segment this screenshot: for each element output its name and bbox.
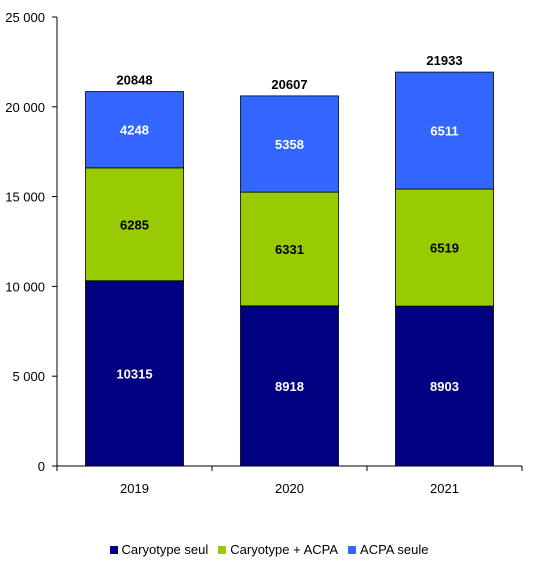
legend-swatch-caryotype-acpa	[218, 545, 227, 554]
bar-segment-2	[395, 188, 494, 307]
plot-area: 0 5 000 10 000 15 000 20 000 25 000 10315 6285 4…	[5, 10, 523, 496]
data-label: 6519	[430, 241, 459, 256]
bar-segment-3	[240, 95, 339, 193]
total-label: 21933	[426, 53, 462, 68]
data-label: 6285	[120, 217, 149, 232]
total-label: 20607	[271, 77, 307, 92]
data-label: 8903	[430, 379, 459, 394]
bar-segment-1	[395, 305, 494, 467]
x-tick-label: 2020	[275, 481, 304, 496]
x-tick-label: 2019	[120, 481, 149, 496]
data-label: 4248	[120, 123, 149, 138]
y-tick-label: 20 000	[5, 100, 45, 115]
data-label: 10315	[116, 366, 152, 381]
legend-item-caryotype-acpa: Caryotype + ACPA	[218, 542, 338, 557]
y-tick-label: 25 000	[5, 10, 45, 25]
y-tick-label: 15 000	[5, 190, 45, 205]
legend-swatch-acpa-seule	[348, 545, 357, 554]
legend-label-caryotype-seul: Caryotype seul	[121, 542, 209, 557]
legend-label-caryotype-acpa: Caryotype + ACPA	[230, 542, 339, 557]
data-label: 6331	[275, 242, 304, 257]
y-tick-label: 5 000	[12, 369, 45, 384]
bar-segment-2	[85, 167, 184, 282]
data-label: 5358	[275, 137, 304, 152]
bar-segment-3	[395, 71, 494, 190]
legend-item-caryotype-seul: Caryotype seul	[109, 542, 209, 557]
bar-segment-1	[85, 280, 184, 467]
data-label: 6511	[430, 124, 458, 139]
y-tick-label: 0	[38, 459, 45, 474]
total-label: 20848	[116, 73, 152, 88]
x-tick-label: 2021	[430, 481, 459, 496]
legend-label-acpa-seule: ACPA seule	[360, 542, 429, 557]
y-tick-label: 10 000	[5, 279, 45, 294]
data-label: 8918	[275, 379, 304, 394]
legend-item-acpa-seule: ACPA seule	[348, 542, 428, 557]
bar-segment-2	[240, 191, 339, 307]
legend-swatch-caryotype-seul	[109, 545, 118, 554]
bar-segment-3	[85, 91, 184, 169]
legend: Caryotype seul Caryotype + ACPA ACPA seu…	[0, 542, 538, 557]
